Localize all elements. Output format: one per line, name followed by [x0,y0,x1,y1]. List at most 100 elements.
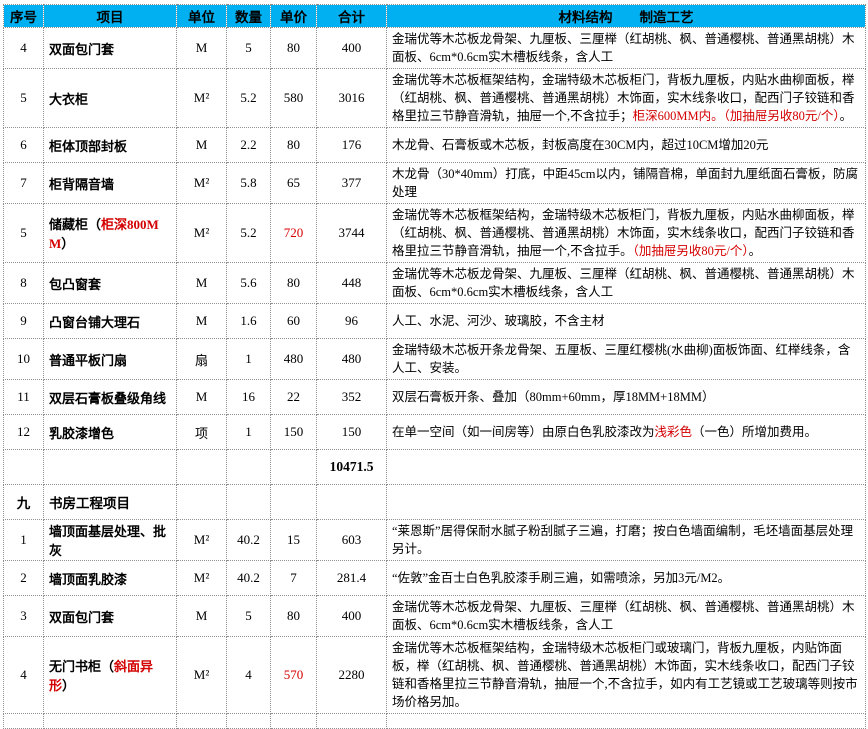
cell-price[interactable]: 22 [270,379,317,415]
cell-item[interactable]: 书房工程项目 [43,484,177,520]
cell-unit[interactable]: M [176,379,227,415]
cell-qty[interactable] [226,713,271,729]
cell-desc[interactable]: 在单一空间（如一间房等）由原白色乳胶漆改为浅彩色（一色）所增加费用。 [386,414,866,450]
cell-qty[interactable]: 5.2 [226,203,271,263]
cell-total[interactable]: 480 [316,338,387,380]
cell-total[interactable]: 400 [316,27,387,69]
cell-price[interactable] [270,484,317,520]
cell-desc[interactable]: 人工、水泥、河沙、玻璃胶，不含主材 [386,303,866,339]
cell-unit[interactable]: M [176,595,227,637]
cell-desc[interactable]: 金瑞优等木芯板龙骨架、九厘板、三厘榉（红胡桃、枫、普通樱桃、普通黑胡桃）木面板、… [386,27,866,69]
cell-unit[interactable]: M [176,127,227,163]
cell-price[interactable]: 80 [270,27,317,69]
cell-unit[interactable]: M² [176,560,227,596]
cell-item[interactable] [43,713,177,729]
cell-item[interactable]: 柜体顶部封板 [43,127,177,163]
cell-qty[interactable]: 5.2 [226,68,271,128]
cell-item[interactable]: 双层石膏板叠级角线 [43,379,177,415]
cell-price[interactable]: 150 [270,414,317,450]
col-header-total[interactable]: 合计 [316,4,387,28]
cell-qty[interactable]: 5.6 [226,262,271,304]
cell-no[interactable]: 9 [3,303,44,339]
cell-total[interactable]: 352 [316,379,387,415]
cell-desc[interactable]: “佐敦”金百士白色乳胶漆手刷三遍，如需喷涂，另加3元/M2。 [386,560,866,596]
cell-item[interactable]: 双面包门套 [43,595,177,637]
cell-price[interactable]: 80 [270,127,317,163]
cell-qty[interactable] [226,484,271,520]
cell-item[interactable]: 储藏柜（柜深800MM） [43,203,177,263]
cell-unit[interactable]: M² [176,519,227,561]
cell-desc[interactable]: 金瑞特级木芯板开条龙骨架、五厘板、三厘红樱桃(水曲柳)面板饰面、红榉线条，含人工… [386,338,866,380]
cell-unit[interactable]: M² [176,203,227,263]
cell-price[interactable]: 570 [270,636,317,714]
cell-total[interactable]: 176 [316,127,387,163]
cell-no[interactable] [3,713,44,729]
cell-no[interactable]: 12 [3,414,44,450]
cell-qty[interactable]: 1 [226,414,271,450]
cell-item[interactable] [43,449,177,485]
cell-desc[interactable]: 木龙骨（30*40mm）打底，中距45cm以内，铺隔音棉，单面封九厘纸面石膏板，… [386,162,866,204]
cell-qty[interactable]: 1.6 [226,303,271,339]
cell-qty[interactable]: 40.2 [226,560,271,596]
cell-unit[interactable]: M [176,262,227,304]
col-header-qty[interactable]: 数量 [226,4,271,28]
cell-unit[interactable]: M [176,303,227,339]
col-header-material[interactable]: 材料结构 制造工艺 [386,4,866,28]
cell-unit[interactable]: M [176,27,227,69]
cell-price[interactable]: 65 [270,162,317,204]
cell-qty[interactable]: 40.2 [226,519,271,561]
cell-no[interactable]: 1 [3,519,44,561]
cell-no[interactable]: 4 [3,27,44,69]
cell-total[interactable]: 377 [316,162,387,204]
cell-qty[interactable]: 1 [226,338,271,380]
cell-item[interactable]: 双面包门套 [43,27,177,69]
col-header-no[interactable]: 序号 [3,4,44,28]
cell-desc[interactable]: 金瑞优等木芯板框架结构，金瑞特级木芯板柜门，背板九厘板，内贴水曲柳面板，榉（红胡… [386,203,866,263]
cell-total[interactable] [316,484,387,520]
cell-price[interactable] [270,713,317,729]
cell-qty[interactable]: 16 [226,379,271,415]
col-header-item[interactable]: 项目 [43,4,177,28]
col-header-unit[interactable]: 单位 [176,4,227,28]
cell-unit[interactable]: 扇 [176,338,227,380]
cell-item[interactable]: 墙顶面基层处理、批灰 [43,519,177,561]
cell-total[interactable]: 281.4 [316,560,387,596]
cell-unit[interactable] [176,713,227,729]
cell-qty[interactable] [226,449,271,485]
cell-no[interactable]: 11 [3,379,44,415]
cell-price[interactable]: 60 [270,303,317,339]
cell-no[interactable]: 10 [3,338,44,380]
col-header-price[interactable]: 单价 [270,4,317,28]
cell-desc[interactable] [386,484,866,520]
cell-total[interactable]: 3016 [316,68,387,128]
cell-total[interactable]: 10471.5 [316,449,387,485]
cell-total[interactable]: 2280 [316,636,387,714]
cell-no[interactable]: 4 [3,636,44,714]
cell-price[interactable] [270,449,317,485]
cell-total[interactable]: 3744 [316,203,387,263]
cell-no[interactable]: 5 [3,203,44,263]
cell-desc[interactable] [386,713,866,729]
cell-desc[interactable]: 木龙骨、石膏板或木芯板，封板高度在30CM内，超过10CM增加20元 [386,127,866,163]
cell-unit[interactable]: M² [176,68,227,128]
cell-desc[interactable]: 金瑞优等木芯板龙骨架、九厘板、三厘榉（红胡桃、枫、普通樱桃、普通黑胡桃）木面板、… [386,595,866,637]
cell-item[interactable]: 凸窗台铺大理石 [43,303,177,339]
cell-item[interactable]: 无门书柜（斜面异形） [43,636,177,714]
cell-qty[interactable]: 2.2 [226,127,271,163]
cell-desc[interactable]: “莱恩斯”居得保耐水腻子粉刮腻子三遍，打磨；按白色墙面编制，毛坯墙面基层处理另计… [386,519,866,561]
cell-total[interactable] [316,713,387,729]
cell-price[interactable]: 480 [270,338,317,380]
cell-total[interactable]: 96 [316,303,387,339]
cell-total[interactable]: 400 [316,595,387,637]
cell-no[interactable]: 九 [3,484,44,520]
cell-desc[interactable] [386,449,866,485]
cell-no[interactable]: 5 [3,68,44,128]
cell-qty[interactable]: 5 [226,27,271,69]
cell-desc[interactable]: 金瑞优等木芯板框架结构，金瑞特级木芯板柜门或玻璃门，背板九厘板，内贴饰面板，榉（… [386,636,866,714]
cell-no[interactable]: 3 [3,595,44,637]
cell-unit[interactable] [176,449,227,485]
cell-item[interactable]: 大衣柜 [43,68,177,128]
cell-price[interactable]: 80 [270,262,317,304]
cell-item[interactable]: 普通平板门扇 [43,338,177,380]
cell-price[interactable]: 580 [270,68,317,128]
